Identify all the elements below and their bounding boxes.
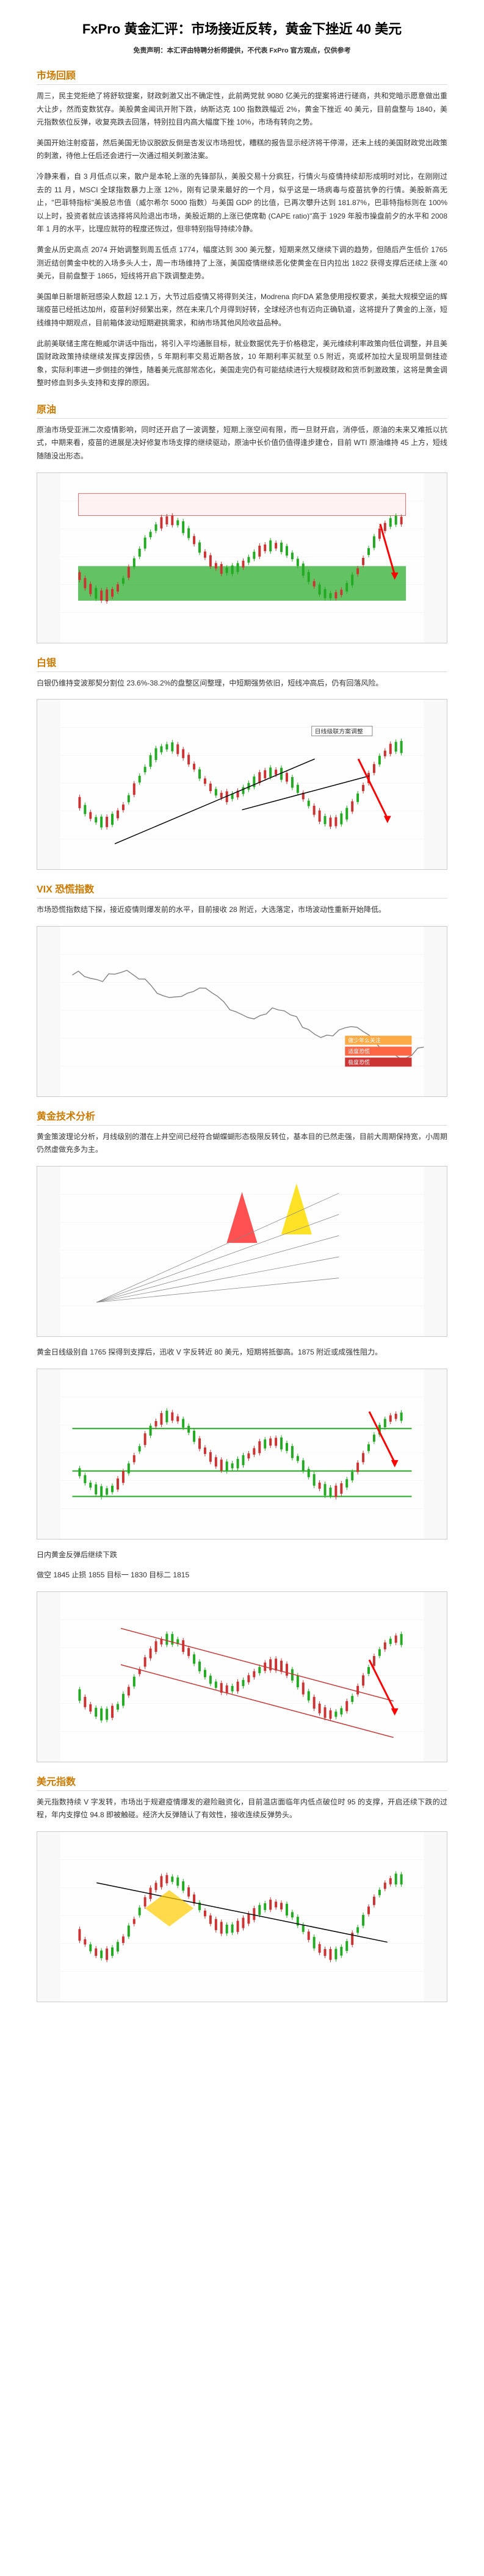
- paragraph: 冷静来看，自 3 月低点以来，散户是本轮上涨的先锋部队，美股交易十分疯狂，行情火…: [37, 170, 447, 236]
- paragraph: 此前美联储主席在鲍威尔讲话中指出，将引入平均通胀目标，就业数据优先于价格稳定，美…: [37, 338, 447, 390]
- paragraph: 美国开始注射疫苗，然后美国无协议脱欧反倒是杏发议市场担忧，糟糕的报告显示经济将干…: [37, 137, 447, 163]
- paragraph: 做空 1845 止损 1855 目标一 1830 目标二 1815: [37, 1569, 447, 1582]
- chart: [37, 1166, 447, 1337]
- paragraph: 黄金日线级别自 1765 探得到支撑后，迅收 V 字反转近 80 美元，短期将抵…: [37, 1346, 447, 1359]
- section-title: 黄金技术分析: [37, 1108, 447, 1126]
- paragraph: 周三，民主党拒绝了将舒软提案，财政刺激又出不确定性，此前两党就 9080 亿美元…: [37, 90, 447, 129]
- chart: 日线级联方案调整: [37, 699, 447, 870]
- paragraph: 原油市场受亚洲二次疫情影响，同时还开启了一波调整，短期上涨空间有限，而一旦财开启…: [37, 424, 447, 463]
- paragraph: 美元指数持续 V 字发转，市场出于规避疫情爆发的避险融资化，目前温店面临年内低点…: [37, 1796, 447, 1822]
- section-title: 美元指数: [37, 1773, 447, 1791]
- paragraph: 黄金策波理论分析，月线级别的潜在上井空间已经符合蝴蝶蝴形态极限反转位，基本目的已…: [37, 1131, 447, 1157]
- svg-text:极度恐慌: 极度恐慌: [348, 1058, 370, 1065]
- section-title: 市场回顾: [37, 67, 447, 85]
- disclaimer: 免责声明：本汇评由特聘分析师提供，不代表 FxPro 官方观点，仅供参考: [37, 45, 447, 55]
- section-title: 原油: [37, 401, 447, 419]
- chart: 做少年么关注适度恐慌极度恐慌: [37, 926, 447, 1097]
- paragraph: 黄金从历史高点 2074 开始调整到周五低点 1774，幅度达到 300 美元整…: [37, 244, 447, 283]
- paragraph: 白银仍维持变波那契分割位 23.6%-38.2%的盘整区间整理，中短期强势依旧，…: [37, 677, 447, 690]
- paragraph: 美国单日新增新冠感染人数超 12.1 万，大节过后疫情又将得到关注，Modren…: [37, 291, 447, 330]
- main-title: FxPro 黄金汇评：市场接近反转，黄金下挫近 40 美元: [37, 18, 447, 38]
- chart: [37, 1369, 447, 1539]
- svg-text:做少年么关注: 做少年么关注: [348, 1037, 381, 1043]
- svg-text:日线级联方案调整: 日线级联方案调整: [315, 728, 363, 736]
- svg-text:适度恐慌: 适度恐慌: [348, 1047, 370, 1054]
- paragraph: 日内黄金反弹后继续下跌: [37, 1549, 447, 1562]
- chart: [37, 1591, 447, 1762]
- chart: [37, 1831, 447, 2002]
- paragraph: 市场恐慌指数结下探，接近疫情则爆发前的水平，目前接收 28 附近，大选落定，市场…: [37, 903, 447, 917]
- section-title: VIX 恐慌指数: [37, 881, 447, 899]
- section-title: 白银: [37, 654, 447, 672]
- chart: [37, 472, 447, 643]
